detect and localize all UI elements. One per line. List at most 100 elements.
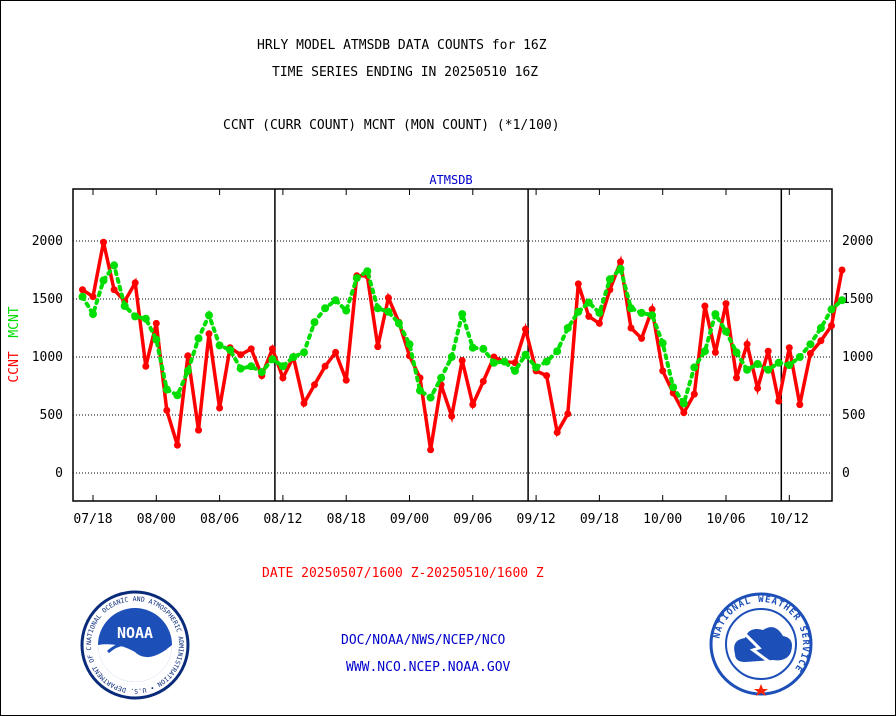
noaa-logo-text: NOAA bbox=[117, 624, 153, 642]
data-point-mcnt bbox=[215, 341, 224, 350]
data-point-mcnt bbox=[173, 391, 182, 400]
data-point-ccnt bbox=[152, 319, 160, 327]
data-point-ccnt bbox=[574, 280, 582, 288]
data-point-mcnt bbox=[458, 310, 467, 319]
x-tick-label: 09/06 bbox=[453, 512, 492, 527]
data-point-ccnt bbox=[648, 305, 656, 313]
data-point-mcnt bbox=[321, 304, 330, 313]
data-point-ccnt bbox=[806, 350, 814, 357]
x-tick-label: 10/12 bbox=[770, 512, 809, 527]
x-tick-label: 08/12 bbox=[263, 512, 302, 527]
data-point-mcnt bbox=[637, 308, 646, 317]
data-point-ccnt bbox=[711, 348, 719, 356]
data-point-mcnt bbox=[627, 304, 635, 313]
data-point-mcnt bbox=[489, 358, 498, 367]
data-point-mcnt bbox=[183, 366, 192, 375]
data-point-mcnt bbox=[99, 276, 108, 285]
data-point-mcnt bbox=[542, 357, 551, 366]
data-point-mcnt bbox=[511, 366, 519, 375]
data-point-ccnt bbox=[205, 330, 213, 338]
data-point-ccnt bbox=[216, 404, 224, 412]
data-point-ccnt bbox=[247, 345, 255, 353]
x-tick-label: 08/06 bbox=[200, 512, 239, 527]
data-point-mcnt bbox=[447, 353, 456, 361]
data-point-mcnt bbox=[300, 348, 308, 357]
data-point-ccnt bbox=[754, 384, 762, 392]
data-point-mcnt bbox=[141, 314, 150, 323]
data-point-ccnt bbox=[638, 334, 646, 342]
data-point-mcnt bbox=[648, 311, 657, 320]
data-point-mcnt bbox=[521, 350, 530, 359]
data-point-mcnt bbox=[764, 365, 773, 374]
y-tick-label-left: 500 bbox=[40, 408, 63, 423]
data-point-ccnt bbox=[617, 258, 624, 266]
data-point-mcnt bbox=[78, 292, 87, 301]
data-point-mcnt bbox=[247, 362, 256, 371]
nco-website-link[interactable]: WWW.NCO.NCEP.NOAA.GOV bbox=[346, 660, 511, 675]
data-point-ccnt bbox=[733, 374, 740, 382]
data-point-ccnt bbox=[828, 322, 835, 330]
data-point-ccnt bbox=[479, 377, 487, 385]
data-point-ccnt bbox=[522, 325, 529, 333]
data-point-mcnt bbox=[479, 344, 488, 353]
data-point-mcnt bbox=[669, 383, 678, 392]
data-point-mcnt bbox=[774, 358, 783, 367]
data-point-mcnt bbox=[605, 275, 614, 284]
data-point-mcnt bbox=[257, 368, 266, 377]
data-point-mcnt bbox=[700, 347, 709, 356]
x-tick-label: 09/18 bbox=[580, 512, 619, 527]
y-tick-label-left: 1500 bbox=[32, 292, 63, 307]
data-point-ccnt bbox=[817, 337, 825, 345]
data-point-ccnt bbox=[553, 428, 561, 436]
y-tick-label-right: 1500 bbox=[842, 292, 873, 307]
data-point-mcnt bbox=[616, 264, 625, 273]
chart-title-line2: TIME SERIES ENDING IN 20250510 16Z bbox=[272, 65, 539, 80]
data-point-ccnt bbox=[332, 348, 340, 356]
data-point-mcnt bbox=[131, 312, 140, 321]
data-point-ccnt bbox=[268, 345, 276, 353]
data-point-ccnt bbox=[173, 441, 181, 449]
x-tick-label: 10/06 bbox=[706, 512, 745, 527]
data-point-mcnt bbox=[722, 327, 730, 336]
data-point-ccnt bbox=[131, 279, 139, 287]
data-point-mcnt bbox=[236, 364, 245, 373]
data-point-ccnt bbox=[321, 362, 329, 370]
data-point-ccnt bbox=[659, 367, 667, 375]
y-tick-label-left: 2000 bbox=[32, 234, 63, 249]
data-point-mcnt bbox=[785, 361, 794, 370]
data-point-mcnt bbox=[500, 357, 509, 366]
data-point-mcnt bbox=[205, 311, 213, 320]
data-point-mcnt bbox=[563, 324, 572, 332]
data-point-mcnt bbox=[373, 304, 382, 313]
data-point-mcnt bbox=[732, 348, 741, 357]
x-tick-label: 08/00 bbox=[137, 512, 176, 527]
data-point-mcnt bbox=[690, 363, 699, 372]
plot-frame bbox=[72, 188, 833, 502]
data-point-ccnt bbox=[79, 286, 86, 294]
data-point-ccnt bbox=[195, 426, 202, 434]
data-point-mcnt bbox=[162, 385, 171, 394]
x-tick-label: 07/18 bbox=[73, 512, 112, 527]
data-point-ccnt bbox=[237, 351, 245, 359]
data-point-mcnt bbox=[838, 296, 846, 305]
data-point-mcnt bbox=[711, 310, 720, 319]
data-point-ccnt bbox=[585, 312, 593, 320]
noaa-logo: NOAA NATIONAL OCEANIC AND ATMOSPHERIC AD… bbox=[80, 590, 190, 700]
data-point-mcnt bbox=[532, 363, 541, 372]
data-point-ccnt bbox=[448, 412, 456, 420]
data-point-ccnt bbox=[384, 294, 392, 302]
data-point-ccnt bbox=[785, 344, 793, 352]
data-point-ccnt bbox=[796, 401, 804, 409]
nco-link-path[interactable]: DOC/NOAA/NWS/NCEP/NCO bbox=[341, 633, 506, 648]
data-point-mcnt bbox=[679, 399, 688, 408]
data-point-mcnt bbox=[120, 302, 129, 310]
data-point-ccnt bbox=[564, 410, 572, 418]
data-point-ccnt bbox=[775, 397, 783, 405]
data-point-ccnt bbox=[680, 409, 688, 417]
data-point-mcnt bbox=[342, 306, 351, 315]
x-tick-label: 09/12 bbox=[517, 512, 556, 527]
y-tick-label-right: 500 bbox=[842, 408, 865, 423]
data-point-mcnt bbox=[352, 274, 361, 283]
data-point-mcnt bbox=[405, 340, 414, 349]
data-point-ccnt bbox=[427, 446, 435, 454]
